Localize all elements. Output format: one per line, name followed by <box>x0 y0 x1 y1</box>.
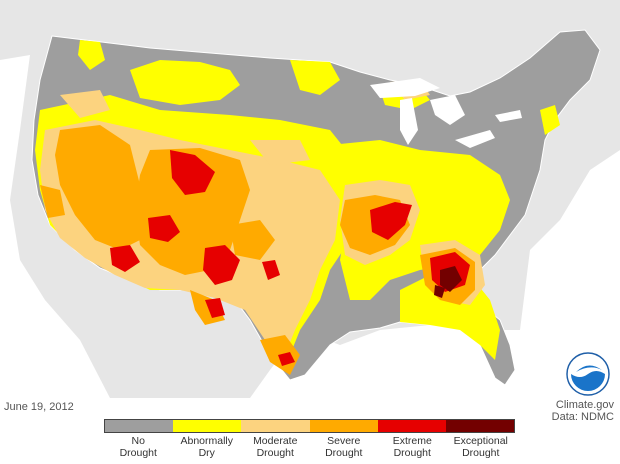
credit-block: Climate.gov Data: NDMC <box>552 399 614 423</box>
legend-label-exceptional-drought: Exceptional Drought <box>453 435 508 459</box>
legend-swatch-exceptional-drought <box>445 420 515 432</box>
legend-color-bar <box>104 419 515 433</box>
pacific-ocean <box>0 55 110 398</box>
legend-label-no-drought: No Drought <box>119 435 157 459</box>
drought-map <box>0 0 620 398</box>
legend-swatch-moderate-drought <box>241 420 310 432</box>
noaa-logo <box>566 352 610 396</box>
legend-swatch-extreme-drought <box>377 420 446 432</box>
legend-label-abnormally-dry: Abnormally Dry <box>180 435 234 459</box>
atlantic-ocean <box>520 150 620 398</box>
credit-data: Data: NDMC <box>551 411 614 423</box>
legend-swatch-no-drought <box>105 420 174 432</box>
legend-labels: No Drought Abnormally Dry Moderate Drought … <box>104 433 515 459</box>
legend: No Drought Abnormally Dry Moderate Drought … <box>104 419 515 459</box>
credit-source: Climate.gov <box>555 399 614 411</box>
legend-label-extreme-drought: Extreme Drought <box>392 435 432 459</box>
legend-label-severe-drought: Severe Drought <box>325 435 363 459</box>
legend-swatch-abnormally-dry <box>173 420 242 432</box>
legend-swatch-severe-drought <box>309 420 378 432</box>
exceptional-drought-areas <box>434 266 462 298</box>
map-date: June 19, 2012 <box>4 401 74 413</box>
noaa-logo-graphic <box>566 352 610 396</box>
great-lakes <box>370 78 522 148</box>
drought-map-svg <box>0 0 620 398</box>
legend-label-moderate-drought: Moderate Drought <box>253 435 298 459</box>
severe-drought-areas <box>40 125 475 375</box>
